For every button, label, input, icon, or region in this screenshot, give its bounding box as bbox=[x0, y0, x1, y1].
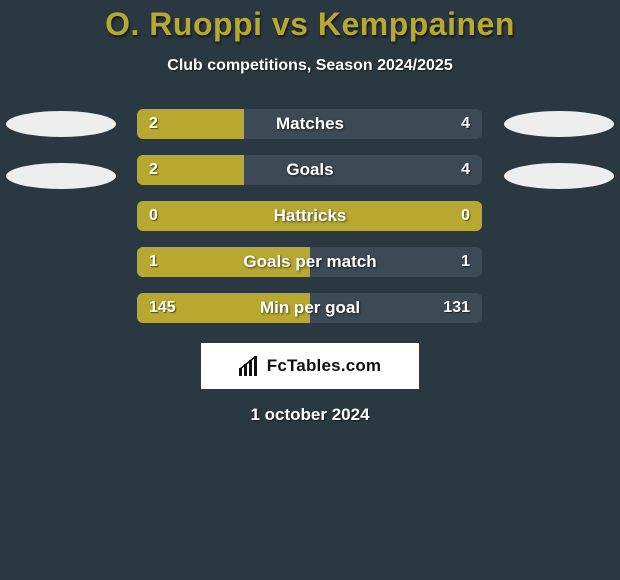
bar-track bbox=[137, 247, 482, 277]
bar-right bbox=[244, 155, 482, 185]
bar-left bbox=[137, 201, 482, 231]
bar-track bbox=[137, 201, 482, 231]
avatar-ellipse bbox=[504, 111, 614, 137]
bar-track bbox=[137, 293, 482, 323]
right-value: 4 bbox=[449, 155, 482, 185]
right-value: 1 bbox=[449, 247, 482, 277]
avatar-ellipse bbox=[6, 111, 116, 137]
right-value: 131 bbox=[431, 293, 482, 323]
right-value: 4 bbox=[449, 109, 482, 139]
stat-row: 00Hattricks bbox=[0, 201, 620, 231]
stat-row: 11Goals per match bbox=[0, 247, 620, 277]
bar-chart-icon bbox=[239, 356, 261, 376]
left-value: 145 bbox=[137, 293, 188, 323]
left-value: 0 bbox=[137, 201, 170, 231]
stat-row: 145131Min per goal bbox=[0, 293, 620, 323]
date-text: 1 october 2024 bbox=[0, 405, 620, 425]
brand-box: FcTables.com bbox=[201, 343, 419, 389]
left-value: 2 bbox=[137, 109, 170, 139]
page-subtitle: Club competitions, Season 2024/2025 bbox=[0, 57, 620, 75]
bar-right bbox=[244, 109, 482, 139]
left-value: 1 bbox=[137, 247, 170, 277]
left-value: 2 bbox=[137, 155, 170, 185]
avatar-ellipse bbox=[6, 163, 116, 189]
avatar-ellipse bbox=[504, 163, 614, 189]
comparison-chart: 24Matches24Goals00Hattricks11Goals per m… bbox=[0, 109, 620, 323]
bar-track bbox=[137, 155, 482, 185]
right-value: 0 bbox=[449, 201, 482, 231]
bar-track bbox=[137, 109, 482, 139]
brand-text: FcTables.com bbox=[267, 356, 382, 376]
page-title: O. Ruoppi vs Kemppainen bbox=[0, 0, 620, 43]
